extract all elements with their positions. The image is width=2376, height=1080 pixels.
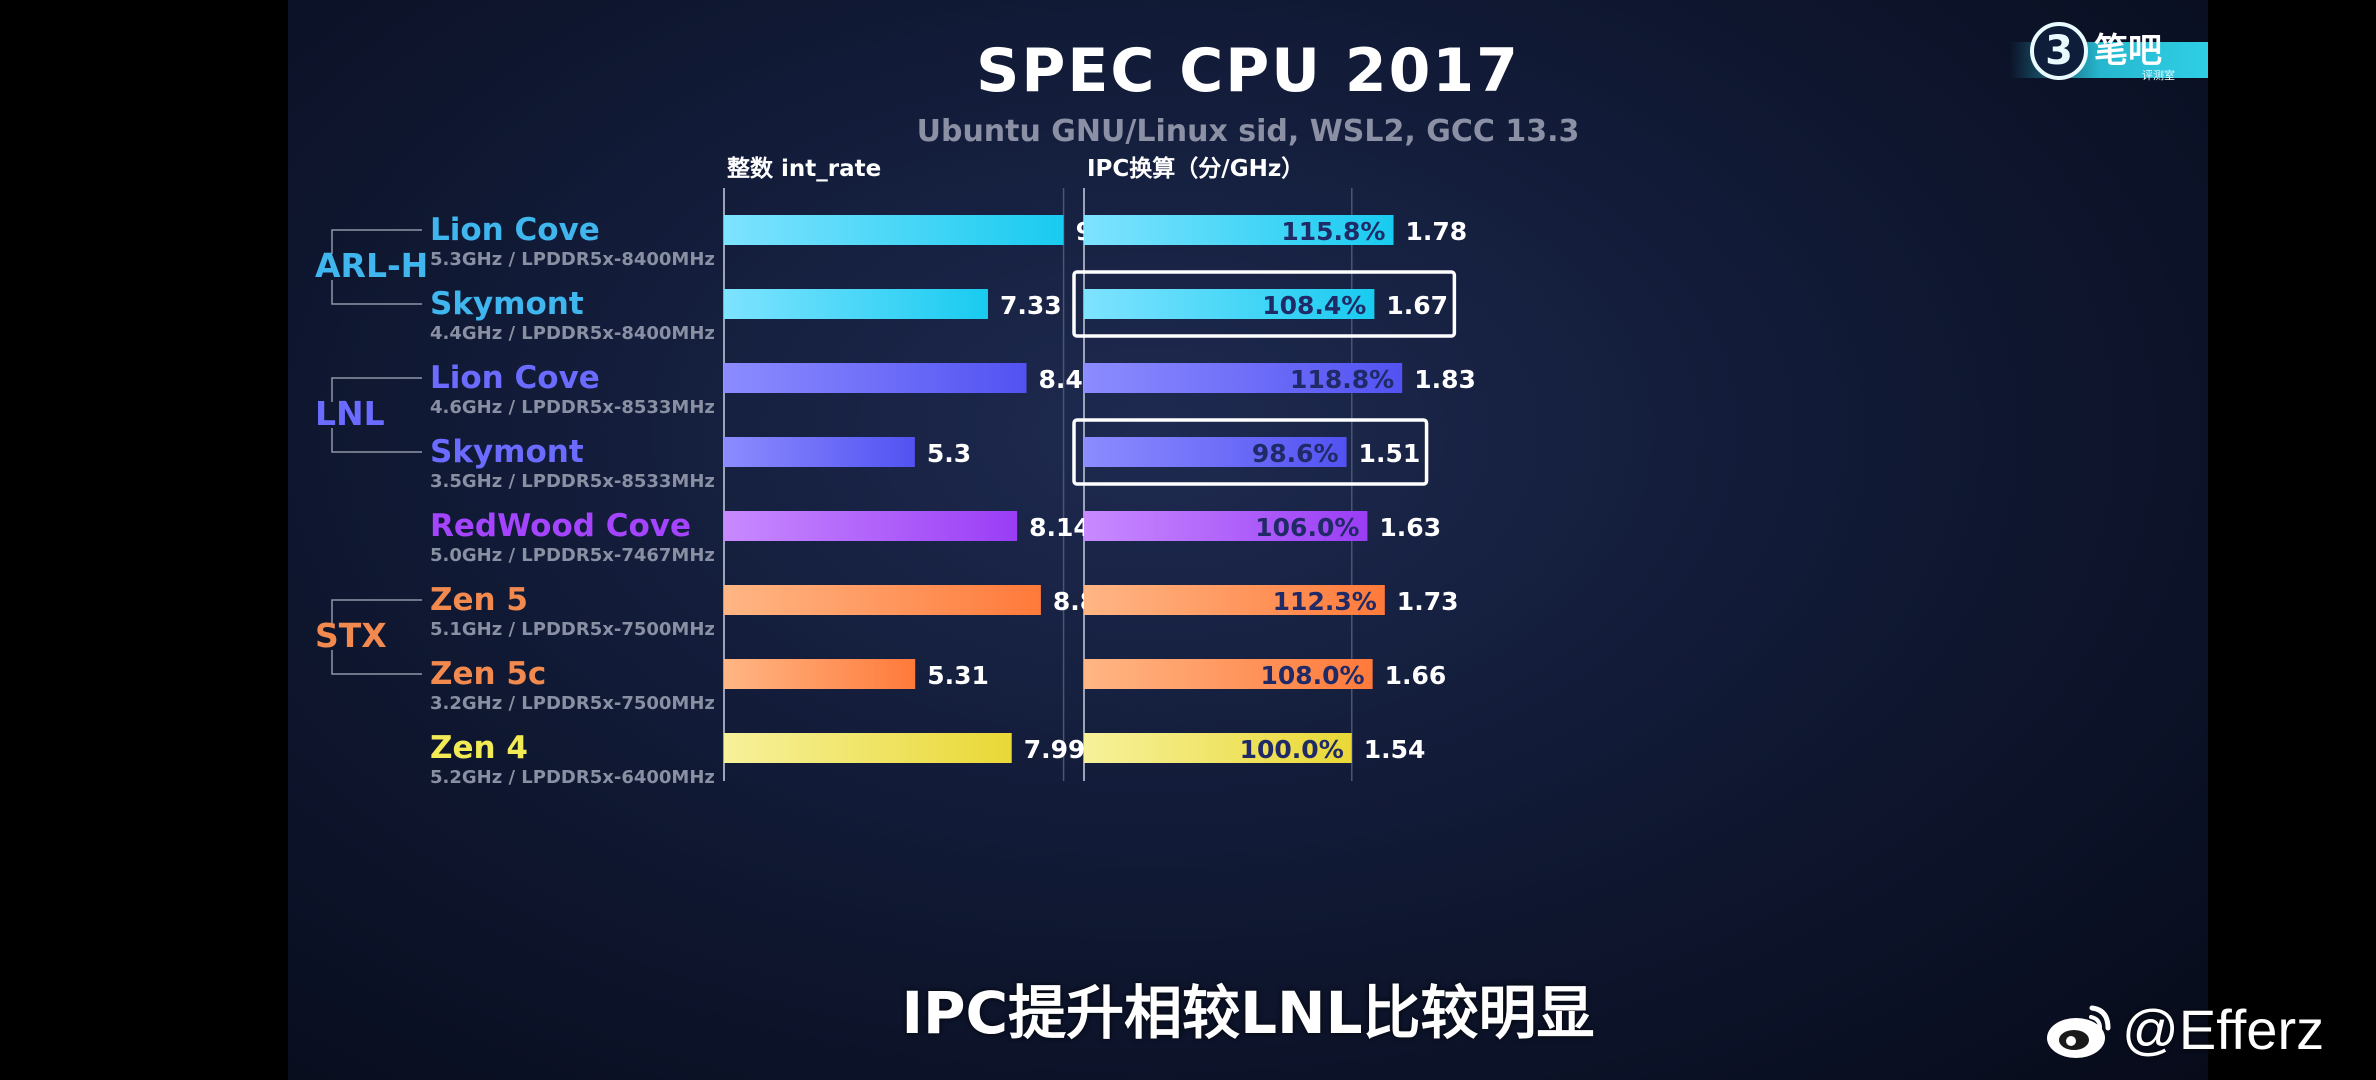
category-spec: 4.4GHz / LPDDR5x-8400MHz [430,323,715,344]
bar [1084,511,1368,541]
bar [724,511,1018,541]
video-frame: 3 笔吧 评测室 SPEC CPU 2017 Ubuntu GNU/Linux … [288,0,2208,1080]
value-label: 7.99 [1024,735,1086,764]
weibo-watermark: @Efferz [2044,994,2374,1070]
category-spec: 5.2GHz / LPDDR5x-6400MHz [430,767,715,788]
group-bracket [331,599,422,675]
logo-mark: 3 [2030,22,2088,80]
bar [724,733,1012,763]
bar [724,585,1041,615]
highlight-box [1072,418,1429,486]
percent-label: 106.0% [1255,513,1359,542]
category-spec: 3.5GHz / LPDDR5x-8533MHz [430,471,715,492]
category-name: Lion Cove [430,360,600,396]
panel-title: IPC换算（分/GHz） [1087,155,1304,182]
bar [724,437,915,467]
logo-name: 笔吧 [2094,31,2162,71]
value-label: 1.66 [1385,661,1447,690]
value-label: 8.4 [1038,365,1082,394]
value-label: 1.63 [1379,513,1441,542]
weibo-icon [2047,1005,2111,1058]
value-label: 1.54 [1364,735,1426,764]
value-label: 1.78 [1406,217,1468,246]
panel-title: 整数 int_rate [727,155,881,182]
bar [1084,733,1352,763]
chart-subtitle: Ubuntu GNU/Linux sid, WSL2, GCC 13.3 [916,114,1580,149]
category-name: RedWood Cove [430,508,691,544]
value-label: 1.83 [1414,365,1476,394]
value-label: 7.33 [1000,291,1062,320]
bar [724,215,1064,245]
bar [1084,215,1394,245]
group-bracket [331,377,422,453]
category-name: Zen 4 [430,730,528,766]
category-spec: 5.3GHz / LPDDR5x-8400MHz [430,249,715,270]
logo-sub: 评测室 [2142,69,2175,82]
category-name: Skymont [430,434,584,470]
subtitle-caption: IPC提升相较LNL比较明显 [901,979,1595,1047]
chart-title: SPEC CPU 2017 [976,36,1520,106]
category-spec: 4.6GHz / LPDDR5x-8533MHz [430,397,715,418]
percent-label: 108.0% [1260,661,1364,690]
percent-label: 108.4% [1262,291,1366,320]
group-label: ARL-H [315,246,428,285]
category-name: Skymont [430,286,584,322]
value-label: 1.73 [1397,587,1459,616]
value-label: 1.51 [1359,439,1421,468]
percent-label: 98.6% [1252,439,1339,468]
group-label: LNL [315,394,385,433]
value-label: 1.67 [1386,291,1448,320]
category-spec: 5.1GHz / LPDDR5x-7500MHz [430,619,715,640]
category-name: Zen 5c [430,656,546,692]
percent-label: 115.8% [1281,217,1385,246]
bar [724,289,988,319]
group-label: STX [315,616,387,655]
category-spec: 5.0GHz / LPDDR5x-7467MHz [430,545,715,566]
value-label: 5.31 [927,661,989,690]
value-label: 8.14 [1029,513,1091,542]
category-name: Lion Cove [430,212,600,248]
bar [1084,585,1385,615]
percent-label: 112.3% [1273,587,1377,616]
channel-logo: 3 笔吧 评测室 [1990,22,2208,82]
percent-label: 100.0% [1240,735,1344,764]
highlight-box [1072,270,1457,338]
percent-label: 118.8% [1290,365,1394,394]
bar-chart: 整数 int_rate IPC换算（分/GHz） ARL-H LNL STX Lion C… [315,155,1476,788]
group-bracket [331,229,422,305]
bar [724,363,1027,393]
bar [1084,659,1373,689]
watermark-handle: @Efferz [2122,998,2325,1061]
bar [1084,437,1347,467]
bar [1084,289,1375,319]
value-label: 5.3 [927,439,971,468]
category-name: Zen 5 [430,582,528,618]
bar [724,659,916,689]
bar [1084,363,1403,393]
category-spec: 3.2GHz / LPDDR5x-7500MHz [430,693,715,714]
